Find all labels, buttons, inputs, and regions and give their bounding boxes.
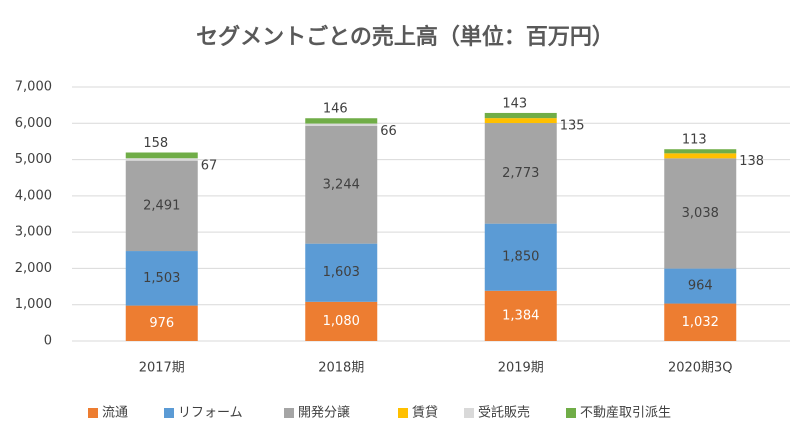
data-label: 1,032 bbox=[682, 315, 719, 330]
legend-label: 賃貸 bbox=[412, 405, 438, 421]
y-tick-label: 1,000 bbox=[15, 297, 52, 312]
bar-segment bbox=[305, 243, 378, 302]
data-label: 1,503 bbox=[143, 271, 180, 286]
y-tick-label: 7,000 bbox=[15, 80, 52, 95]
data-label: 3,244 bbox=[323, 177, 360, 192]
x-tick-label: 2019期 bbox=[498, 361, 544, 376]
x-tick-label: 2020期3Q bbox=[668, 361, 733, 376]
y-tick-label: 4,000 bbox=[15, 188, 52, 203]
legend-swatch bbox=[398, 408, 408, 418]
bar-segment bbox=[484, 118, 557, 124]
legend-swatch bbox=[464, 408, 474, 418]
y-tick-label: 2,000 bbox=[15, 261, 52, 276]
bar-segment bbox=[484, 223, 557, 291]
y-tick-label: 5,000 bbox=[15, 152, 52, 167]
data-label: 1,603 bbox=[323, 265, 360, 280]
bar-segment bbox=[125, 160, 198, 252]
bar-segment bbox=[125, 158, 198, 161]
bar-segment bbox=[484, 123, 557, 224]
x-tick-label: 2017期 bbox=[139, 361, 185, 376]
legend-label: 開発分譲 bbox=[298, 405, 350, 421]
legend-label: リフォーム bbox=[178, 406, 243, 421]
data-label: 135 bbox=[560, 119, 585, 134]
data-label: 2,773 bbox=[502, 166, 539, 181]
bar-segment bbox=[125, 152, 198, 159]
y-tick-label: 3,000 bbox=[15, 225, 52, 240]
data-label: 143 bbox=[502, 96, 527, 111]
data-label: 1,850 bbox=[502, 250, 539, 265]
legend-swatch bbox=[88, 408, 98, 418]
bar-segment bbox=[125, 251, 198, 306]
legend-label: 流通 bbox=[102, 406, 128, 421]
bar-segment bbox=[664, 158, 737, 269]
data-label: 964 bbox=[688, 279, 713, 294]
data-label: 1,080 bbox=[323, 314, 360, 329]
data-label: 2,491 bbox=[143, 198, 180, 213]
bar-segment bbox=[305, 118, 378, 124]
bar-segment bbox=[125, 305, 198, 341]
data-label: 158 bbox=[143, 136, 168, 151]
bar-segment bbox=[664, 303, 737, 341]
data-label: 976 bbox=[149, 316, 174, 331]
legend-label: 不動産取引派生 bbox=[580, 405, 671, 421]
data-label: 67 bbox=[201, 159, 218, 174]
bar-segment bbox=[305, 301, 378, 341]
bar-segment bbox=[305, 123, 378, 126]
bar-segment bbox=[664, 153, 737, 159]
bar-segment bbox=[664, 149, 737, 154]
legend-swatch bbox=[284, 408, 294, 418]
legend-swatch bbox=[164, 408, 174, 418]
bar-segment bbox=[305, 125, 378, 244]
chart-title: セグメントごとの売上高（単位：百万円） bbox=[196, 24, 614, 50]
legend-label: 受託販売 bbox=[478, 405, 530, 421]
bar-segment bbox=[484, 112, 557, 119]
legend-swatch bbox=[566, 408, 576, 418]
y-tick-label: 0 bbox=[44, 334, 52, 349]
data-label: 1,384 bbox=[502, 308, 539, 323]
data-label: 138 bbox=[739, 154, 764, 169]
bar-segment bbox=[664, 268, 737, 304]
data-label: 66 bbox=[380, 124, 397, 139]
data-label: 3,038 bbox=[682, 206, 719, 221]
y-tick-label: 6,000 bbox=[15, 116, 52, 131]
x-tick-label: 2018期 bbox=[318, 361, 364, 376]
data-label: 113 bbox=[682, 133, 707, 148]
bar-segment bbox=[484, 290, 557, 341]
data-label: 146 bbox=[323, 102, 348, 117]
